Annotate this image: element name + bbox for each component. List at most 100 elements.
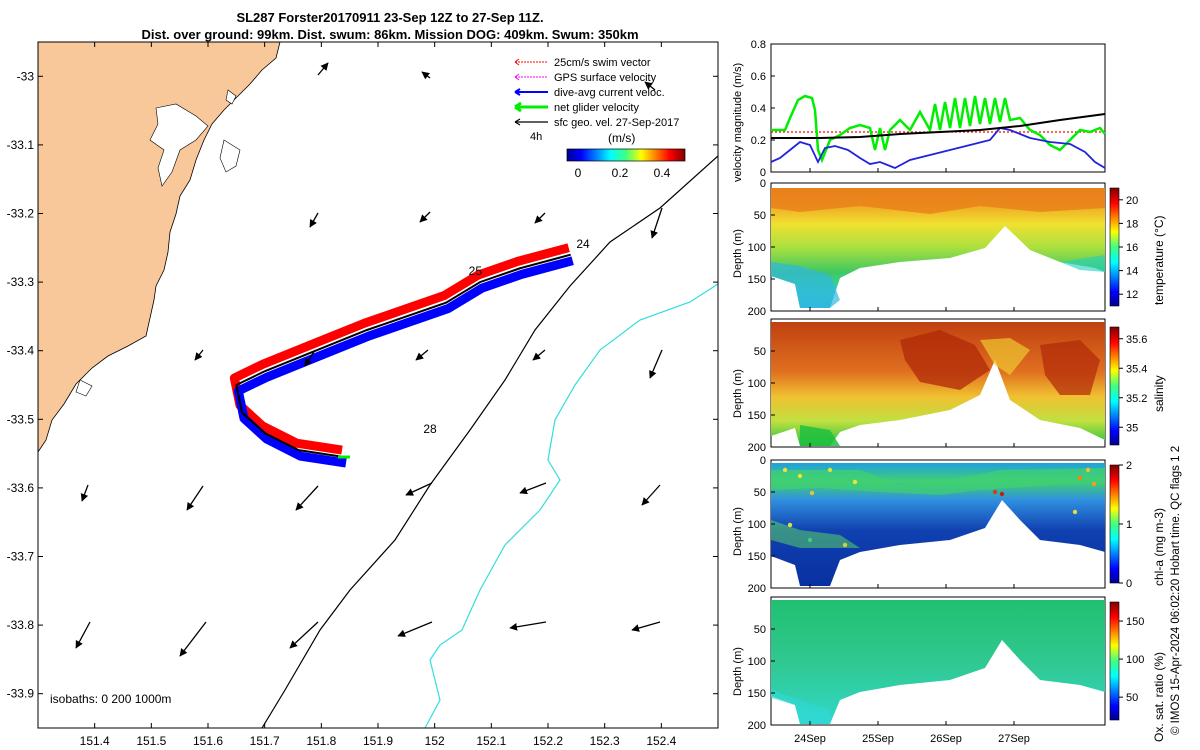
depth-tick-label: 150 [748,688,766,700]
geo-velocity-arrow [649,349,663,379]
cbar-tick-label: 35.2 [1126,393,1147,405]
oxygen-panel: Depth (m) Ox. sat. ratio (%) [732,596,1166,742]
chl-point [842,542,848,548]
chl-point [852,479,858,485]
day-label: 24 [576,237,590,251]
map-xtick-label: 151.8 [306,734,336,748]
depth-tick-label: 0 [760,455,766,467]
cbar-tick: 0.4 [654,166,671,180]
geo-velocity-arrow [650,207,663,239]
cbar-tick-label: 100 [1126,654,1144,666]
geo-velocity-arrow [532,349,546,361]
chl-point [787,522,793,528]
depth-tick-label: 200 [748,583,766,595]
geo-velocity-arrow [304,349,316,367]
map-ytick-label: -33 [17,69,35,83]
geo-velocity-arrow [179,621,207,657]
depth-tick-label: 50 [754,346,766,358]
swim-vectors [229,243,570,455]
map-ytick-label: -33.8 [7,618,35,632]
depth-tick-label: 200 [748,442,766,454]
day-label: 25 [469,264,483,278]
temp-ylabel: Depth (m) [732,229,744,278]
legend-net: net glider velocity [554,102,639,114]
chl-cbar-label: chl-a (mg m-3) [1152,508,1166,586]
cbar-tick-label: 150 [1126,616,1144,628]
geo-velocity-arrow [415,349,429,361]
cbar-tick: 0.2 [612,166,629,180]
current-speed-series [770,127,1106,169]
chl-point [809,490,815,496]
map-ytick-label: -33.1 [7,138,35,152]
chl-point [1091,481,1097,487]
temp-cbar-label: temperature (°C) [1152,216,1166,306]
current-vectors [233,256,574,468]
chl-point [992,489,998,495]
geo-velocity-arrow [631,621,661,632]
chart-subtitle: Dist. over ground: 99km. Dist. swum: 86k… [141,27,639,42]
geo-velocity-arrow [405,482,433,496]
map-ytick-label: -33.3 [7,275,35,289]
chl-point [827,467,833,473]
depth-tick-label: 0 [760,178,766,190]
time-xtick-label: 26Sep [930,733,962,745]
chl-point [1077,475,1083,481]
legend-gps: GPS surface velocity [554,72,657,84]
geo-velocity-arrow [534,212,546,224]
vel-ytick-label: 0.8 [751,39,766,51]
isobath-200m [261,155,718,728]
sal-ylabel: Depth (m) [732,369,744,418]
map-panel: 151.4 151.5 151.6 151.7 151.8 151.9 152 152.1 15… [7,41,719,748]
cbar-tick-label: 20 [1126,195,1138,207]
net-speed-series [771,94,1106,164]
vel-ylabel: velocity magnitude (m/s) [732,63,744,182]
isobath-1000m [424,283,718,728]
chl-ylabel: Depth (m) [732,507,744,556]
ox-ylabel: Depth (m) [732,647,744,696]
chl-point [807,537,813,543]
depth-tick-label: 150 [748,274,766,286]
cbar-tick-label: 35 [1126,422,1138,434]
lake [225,89,237,105]
depth-tick-label: 100 [748,519,766,531]
vel-ytick-label: 0.4 [751,103,766,115]
depth-tick-label: 50 [754,210,766,222]
depth-tick-label: 200 [748,720,766,732]
chla-panel: Depth (m) chl-a (mg m-3) [732,459,1166,589]
glider-track [235,253,571,459]
depth-tick-label: 150 [748,551,766,563]
chl-point [797,473,803,479]
depth-tick-label: 100 [748,242,766,254]
map-ytick-label: -33.2 [7,207,35,221]
cbar-tick-label: 35.4 [1126,363,1147,375]
geo-velocity-arrow [421,71,431,80]
depth-tick-label: 100 [748,378,766,390]
lake [149,103,209,187]
colorbar-unit: (m/s) [608,131,635,145]
chart-title: SL287 Forster20170911 23-Sep 12Z to 27-S… [236,10,544,25]
cbar-tick-label: 16 [1126,242,1138,254]
day-label: 28 [423,422,437,436]
geo-velocity-arrow [317,62,329,76]
geo-velocity-arrow [519,482,547,495]
geo-velocity-arrow [295,485,319,511]
geo-velocity-arrow [309,212,319,228]
credit-text: © IMOS 15-Apr-2024 06:02:20 Hobart time.… [1170,445,1182,735]
time-xtick-label: 25Sep [862,733,894,745]
depth-tick-label: 50 [754,624,766,636]
map-xtick-label: 152.4 [646,734,676,748]
geo-speed-series [771,113,1106,139]
geo-velocity-arrow [186,485,204,511]
vel-ytick-label: 0.2 [751,135,766,147]
temperature-panel: Depth (m) temperature (°C) [732,182,1166,312]
legend-swim: 25cm/s swim vector [554,57,651,69]
depth-tick-label: 50 [754,487,766,499]
map-xtick-label: 152.3 [590,734,620,748]
time-xtick-label: 24Sep [794,733,826,745]
map-xtick-label: 151.9 [363,734,393,748]
vel-ytick-label: 0.6 [751,71,766,83]
cbar-tick: 0 [575,166,582,180]
geo-velocity-arrow [80,484,89,502]
map-xtick-label: 152 [425,734,445,748]
